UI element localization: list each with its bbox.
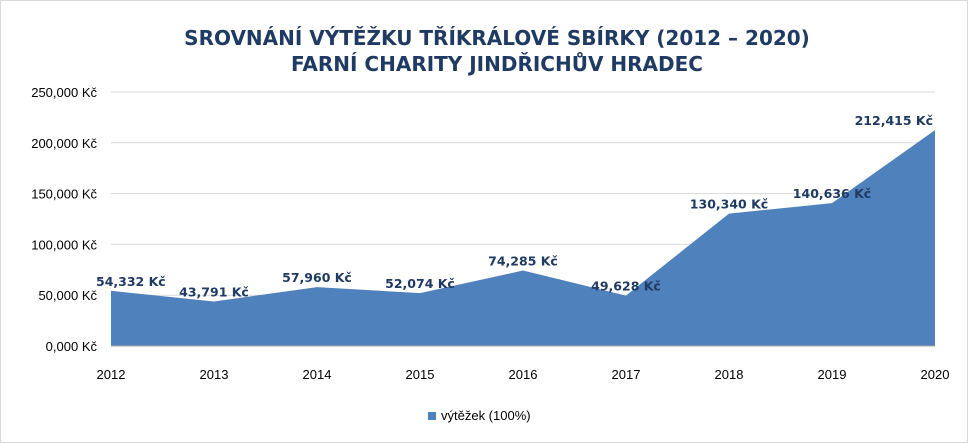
y-tick-label: 100,000 Kč — [31, 237, 97, 252]
y-tick-label: 0,000 Kč — [46, 339, 98, 354]
data-label: 54,332 Kč — [96, 274, 166, 289]
data-label: 140,636 Kč — [793, 186, 871, 201]
data-label: 49,628 Kč — [591, 279, 661, 294]
data-label: 57,960 Kč — [282, 270, 352, 285]
data-label: 43,791 Kč — [179, 285, 249, 300]
data-label: 52,074 Kč — [385, 276, 455, 291]
y-axis: 0,000 Kč 50,000 Kč 100,000 Kč 150,000 Kč 200… — [31, 85, 97, 354]
x-tick-label: 2015 — [406, 367, 435, 382]
chart-title-line-2: FARNÍ CHARITY JINDŘICHŮV HRADEC — [291, 52, 703, 76]
x-tick-label: 2016 — [509, 367, 538, 382]
y-tick-label: 250,000 Kč — [31, 85, 97, 100]
legend-swatch — [428, 412, 436, 420]
x-axis: 2012 2013 2014 2015 2016 2017 2018 2019 2020 — [97, 345, 950, 382]
data-labels: 54,332 Kč 43,791 Kč 57,960 Kč 52,074 Kč 74,2… — [96, 113, 933, 299]
series-area — [111, 130, 935, 346]
x-tick-label: 2014 — [303, 367, 332, 382]
data-label: 74,285 Kč — [488, 254, 558, 269]
x-tick-label: 2018 — [715, 367, 744, 382]
area-series-vytezek — [111, 130, 935, 346]
legend-label: výtěžek (100%) — [441, 408, 531, 423]
x-tick-label: 2013 — [200, 367, 229, 382]
x-tick-label: 2017 — [612, 367, 641, 382]
chart-title-line-1: SROVNÁNÍ VÝTĚŽKU TŘÍKRÁLOVÉ SBÍRKY (2012… — [184, 26, 810, 50]
y-tick-label: 200,000 Kč — [31, 136, 97, 151]
y-tick-label: 50,000 Kč — [38, 288, 97, 303]
x-tick-label: 2019 — [818, 367, 847, 382]
data-label: 212,415 Kč — [855, 113, 933, 128]
data-label: 130,340 Kč — [690, 197, 768, 212]
x-tick-label: 2012 — [97, 367, 126, 382]
y-tick-label: 150,000 Kč — [31, 187, 97, 202]
legend: výtěžek (100%) — [428, 408, 531, 423]
x-tick-label: 2020 — [921, 367, 950, 382]
